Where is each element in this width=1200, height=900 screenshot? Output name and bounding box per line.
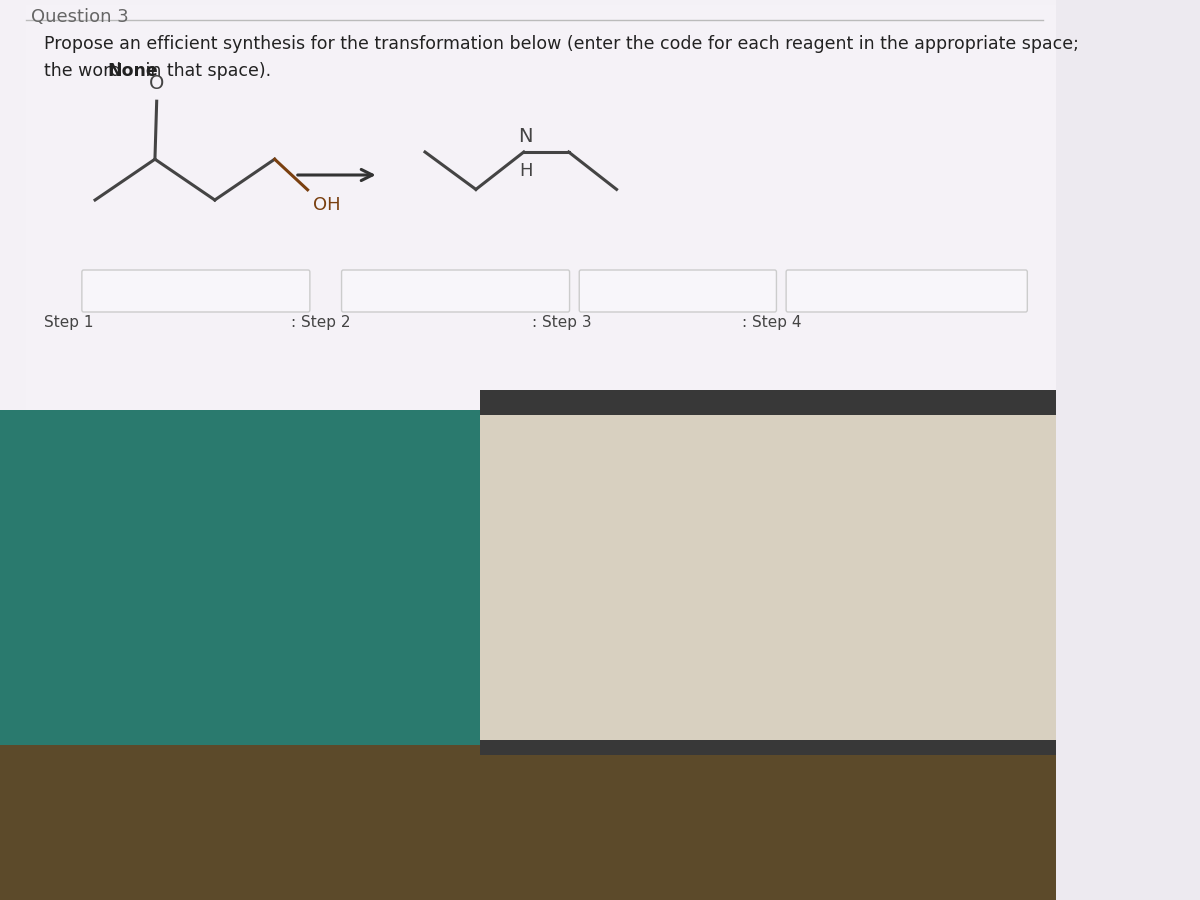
FancyBboxPatch shape <box>786 270 1027 312</box>
Text: the word: the word <box>44 62 127 80</box>
Text: N: N <box>518 127 533 146</box>
Text: OH: OH <box>313 196 341 214</box>
Text: Propose an efficient synthesis for the transformation below (enter the code for : Propose an efficient synthesis for the t… <box>44 35 1079 53</box>
FancyBboxPatch shape <box>480 410 1056 745</box>
Text: None: None <box>107 62 158 80</box>
Text: Step 1: Step 1 <box>44 315 94 330</box>
FancyBboxPatch shape <box>580 270 776 312</box>
Text: in that space).: in that space). <box>140 62 271 80</box>
FancyBboxPatch shape <box>82 270 310 312</box>
FancyBboxPatch shape <box>480 390 1056 415</box>
Text: : Step 2: : Step 2 <box>290 315 350 330</box>
Text: : Step 4: : Step 4 <box>742 315 802 330</box>
Text: : Step 3: : Step 3 <box>532 315 592 330</box>
FancyBboxPatch shape <box>0 0 1056 530</box>
FancyBboxPatch shape <box>0 410 480 900</box>
Text: Question 3: Question 3 <box>31 8 128 26</box>
FancyBboxPatch shape <box>0 745 1056 900</box>
FancyBboxPatch shape <box>480 740 1056 755</box>
Text: O: O <box>149 74 164 94</box>
FancyBboxPatch shape <box>342 270 570 312</box>
Text: H: H <box>518 162 533 180</box>
FancyBboxPatch shape <box>26 5 1056 510</box>
